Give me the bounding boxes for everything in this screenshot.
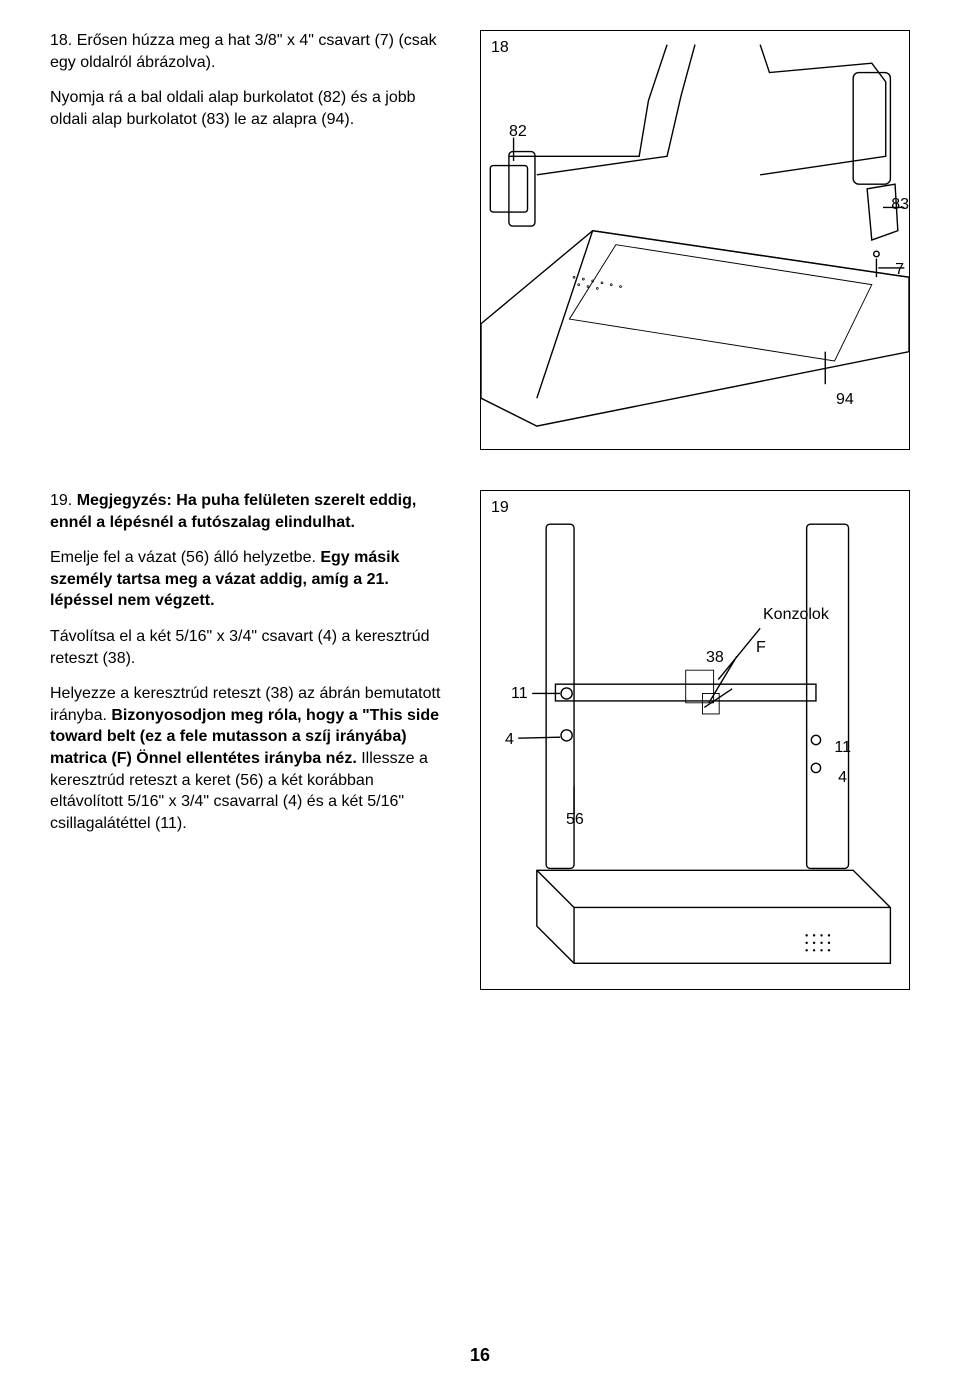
step-19-para2: Emelje fel a vázat (56) álló helyzetbe. … [50,547,450,612]
step-19-para3: Távolítsa el a két 5/16" x 3/4" csavart … [50,626,450,669]
callout-4b: 4 [838,769,847,787]
step-19-para1: 19. Megjegyzés: Ha puha felületen szerel… [50,490,450,533]
callout-19: 19 [491,499,509,517]
step-19-para1-bold: Megjegyzés: Ha puha felületen szerelt ed… [50,492,416,531]
step-18-para2: Nyomja rá a bal oldali alap burkolatot (… [50,87,450,130]
page-container: 18. Erősen húzza meg a hat 3/8" x 4" csa… [50,30,910,990]
step-19-diagram: 19 [480,490,910,990]
callout-18: 18 [491,39,509,57]
diagram-18-svg [481,31,909,449]
step-19: 19. Megjegyzés: Ha puha felületen szerel… [50,490,910,990]
page-number: 16 [470,1345,490,1366]
step-19-para4: Helyezze a keresztrúd reteszt (38) az áb… [50,683,450,834]
step-18-para1-text: Erősen húzza meg a hat 3/8" x 4" csavart… [50,32,437,71]
callout-38: 38 [706,649,724,667]
callout-56: 56 [566,811,584,829]
step-18-number: 18. [50,32,72,49]
step-18: 18. Erősen húzza meg a hat 3/8" x 4" csa… [50,30,910,450]
callout-4a: 4 [505,731,514,749]
step-19-number: 19. [50,492,72,509]
callout-7: 7 [895,261,904,279]
callout-11b: 11 [834,739,851,757]
callout-konzolok: Konzolok [763,606,829,624]
callout-94: 94 [836,391,854,409]
callout-F: F [756,639,766,657]
step-19-para2a: Emelje fel a vázat (56) álló helyzetbe. [50,549,320,566]
callout-82: 82 [509,123,527,141]
step-19-text: 19. Megjegyzés: Ha puha felületen szerel… [50,490,450,990]
callout-83: 83 [891,196,909,214]
step-18-diagram: 18 [480,30,910,450]
callout-11a: 11 [511,685,528,703]
step-18-text: 18. Erősen húzza meg a hat 3/8" x 4" csa… [50,30,450,450]
step-18-para1: 18. Erősen húzza meg a hat 3/8" x 4" csa… [50,30,450,73]
